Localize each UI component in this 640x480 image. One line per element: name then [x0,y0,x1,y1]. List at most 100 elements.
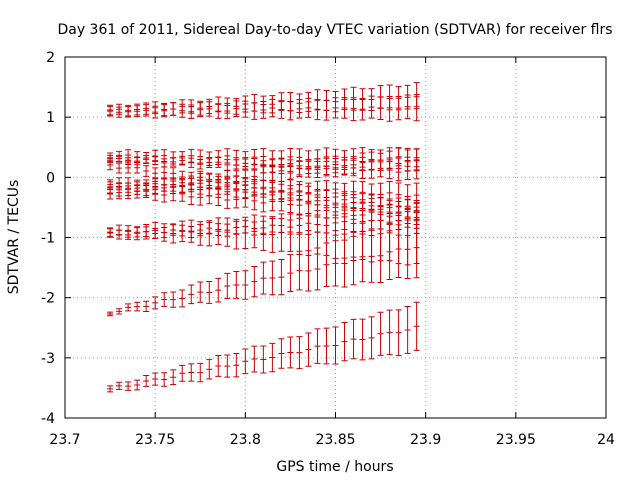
error-bar-point [395,95,402,121]
error-bar-point [224,223,231,237]
error-bar-point [233,190,240,209]
error-bar-point [404,147,411,167]
error-bar-point [143,226,150,237]
error-bar-point [215,173,222,189]
error-bar-point [206,101,213,117]
error-bar-point [395,309,402,357]
error-bar-point [242,157,249,170]
error-bar-point [314,194,321,216]
error-bar-point [260,345,267,374]
error-bar-point [107,385,114,393]
error-bar-point [251,191,258,211]
error-bar-point [215,103,222,119]
error-bar-point [413,182,420,208]
error-bar-point [224,148,231,164]
error-bar-point [116,106,123,118]
error-bar-point [251,168,258,185]
error-bar-point [404,94,411,120]
error-bar-point [179,178,186,193]
error-bar-point [413,96,420,122]
error-bar-point [359,231,366,283]
error-bar-point [161,177,168,192]
error-bar-point [323,196,330,219]
error-bar-point [368,183,375,207]
x-tick-labels: 23.7 23.75 23.8 23.85 23.9 23.95 24 [49,432,615,448]
error-bar-point [386,150,393,170]
error-bar-series [107,94,420,122]
error-bar-point [116,177,123,189]
error-bar-point [359,97,366,121]
error-bar-point [296,217,303,234]
error-bar-point [314,247,321,291]
error-bar-point [134,103,141,116]
error-bar-point [377,152,384,172]
error-bar-point [233,168,240,185]
x-tick-label: 23.7 [49,432,80,448]
error-bar-point [215,156,222,168]
x-tick-label: 23.85 [315,432,355,448]
error-bar-point [215,277,222,303]
error-bar-point [314,180,321,202]
error-bar-point [287,163,294,180]
error-bar-point [377,228,384,284]
error-bar-point [197,223,204,237]
error-bar-point [377,211,384,230]
error-bar-point [287,336,294,369]
error-bar-point [332,97,339,119]
error-bar-point [188,284,195,305]
error-bar-point [107,104,114,116]
error-bar-point [233,149,240,166]
error-bar-point [188,148,195,163]
error-bar-point [242,270,249,300]
error-bar-point [296,213,303,255]
error-bar-point [269,217,276,233]
error-bar-point [269,191,276,212]
error-bar-point [179,364,186,382]
error-bar-point [386,180,393,205]
error-bar-point [386,223,393,281]
error-bar-point [359,152,366,171]
error-bar-point [233,100,240,117]
error-bar-series [107,301,420,393]
error-bar-point [179,155,186,166]
error-bar-point [287,194,294,215]
error-bar-point [206,157,213,168]
error-bar-point [305,332,312,367]
error-bar-point [278,100,285,119]
error-bar-point [125,182,132,197]
error-bar-point [287,254,294,293]
error-bar-point [215,223,222,236]
error-bar-point [179,289,186,308]
error-bar-point [323,242,330,288]
error-bar-point [251,345,258,373]
error-bar-point [260,101,267,119]
error-bar-point [251,157,258,171]
error-bar-point [251,266,258,298]
error-bar-point [341,195,348,218]
y-tick-labels: -4 -3 -2 -1 0 1 2 [41,50,55,427]
error-bar-point [368,211,375,230]
error-bar-point [323,147,330,167]
error-bar-point [377,96,384,121]
x-tick-label: 23.8 [230,432,261,448]
error-bar-point [341,97,348,119]
error-bar-point [413,82,420,108]
error-bar-point [395,147,402,167]
error-bar-point [296,148,303,167]
error-bar-point [341,322,348,362]
error-bar-point [188,363,195,382]
error-bar-point [350,99,357,122]
error-bar-point [332,155,339,174]
error-bar-point [197,149,204,164]
error-bar-point [368,316,375,360]
error-bar-point [152,167,159,180]
error-bar-point [161,292,168,307]
error-bar-point [368,229,375,283]
error-bar-point [197,172,204,188]
error-bar-point [152,372,159,386]
y-tick-label: 0 [46,170,55,186]
error-bar-point [413,148,420,168]
error-bar-point [287,148,294,166]
error-bar-point [143,182,150,197]
error-bar-point [269,216,276,253]
